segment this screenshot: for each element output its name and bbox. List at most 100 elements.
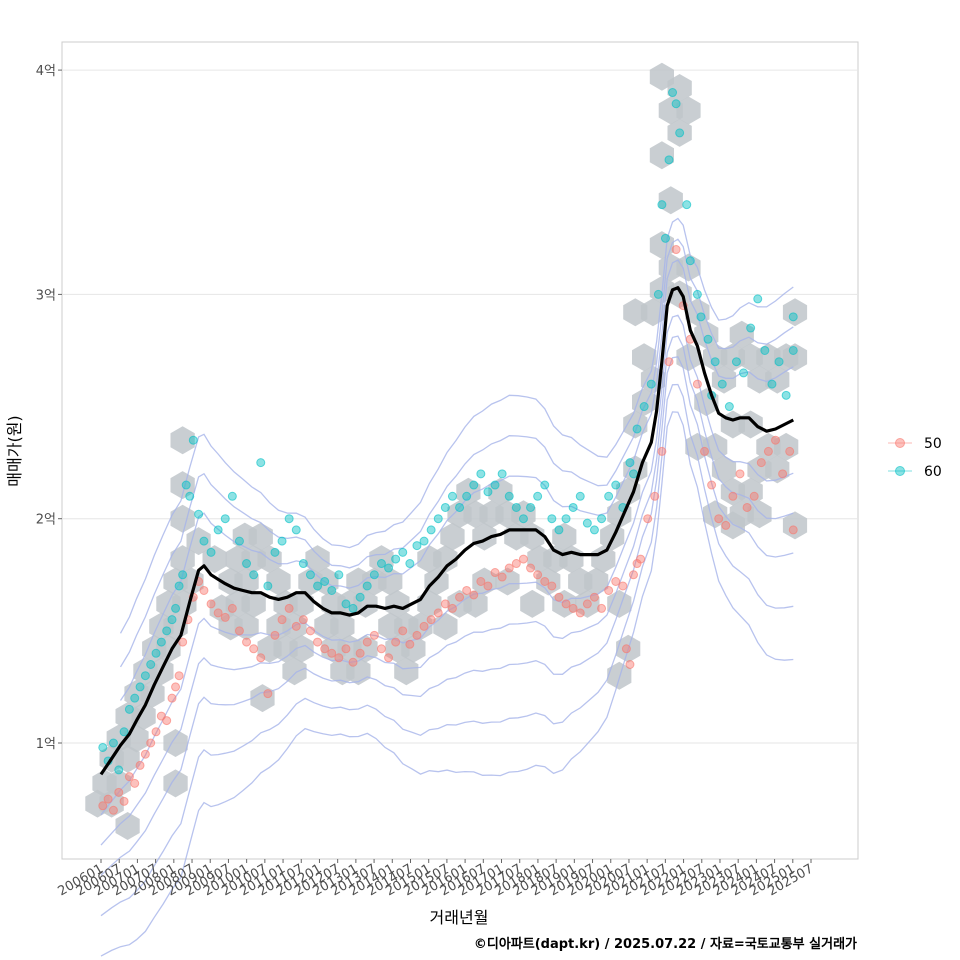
- y-tick-label: 2억: [36, 513, 56, 528]
- data-point: [476, 469, 486, 479]
- hex-bin: [703, 432, 728, 461]
- hex-bin: [511, 500, 536, 529]
- data-point: [151, 648, 161, 658]
- hex-bin: [711, 365, 737, 394]
- data-point: [412, 541, 422, 551]
- hex-bin: [106, 769, 131, 798]
- data-point: [103, 794, 113, 804]
- data-point: [188, 435, 198, 445]
- data-point: [788, 312, 798, 322]
- data-point: [724, 402, 734, 412]
- data-point: [362, 637, 372, 647]
- data-point: [589, 525, 599, 535]
- hex-bin: [115, 812, 140, 840]
- data-point: [643, 514, 653, 524]
- y-tick-label: 1억: [36, 737, 56, 752]
- density-contour-line: [119, 259, 794, 701]
- data-point: [714, 514, 724, 524]
- hex-bin: [607, 589, 632, 618]
- data-point: [220, 612, 230, 622]
- data-point: [660, 233, 670, 243]
- data-point: [685, 256, 695, 266]
- data-point: [778, 469, 788, 479]
- data-point: [284, 514, 294, 524]
- hex-bin: [584, 567, 609, 596]
- density-contour-line: [119, 217, 794, 634]
- data-point: [632, 424, 642, 434]
- data-point: [533, 570, 543, 580]
- data-point: [171, 603, 181, 613]
- hex-bin: [305, 545, 330, 574]
- data-point: [146, 659, 156, 669]
- data-point: [781, 390, 791, 400]
- data-point: [629, 469, 638, 479]
- hex-bin: [186, 527, 211, 556]
- data-point: [320, 577, 330, 587]
- data-point: [213, 525, 223, 535]
- data-point: [646, 379, 656, 389]
- density-contour-line: [100, 383, 794, 917]
- data-point: [130, 778, 140, 788]
- data-point: [497, 572, 507, 582]
- data-point: [625, 659, 635, 669]
- hex-bin: [495, 567, 520, 596]
- data-point: [320, 644, 330, 654]
- data-point: [419, 536, 429, 546]
- data-point: [763, 446, 773, 456]
- hex-bin: [234, 612, 259, 641]
- data-point: [256, 653, 266, 663]
- hex-bin: [266, 612, 291, 641]
- hex-bin: [417, 545, 442, 574]
- data-point: [234, 626, 244, 636]
- data-point: [490, 568, 500, 578]
- data-point: [597, 603, 607, 613]
- hex-bin: [623, 410, 648, 439]
- hex-bin: [163, 729, 188, 757]
- data-point: [497, 469, 507, 479]
- data-point: [362, 581, 372, 591]
- hex-bin: [202, 545, 227, 574]
- data-point: [98, 742, 108, 752]
- hex-bin: [115, 744, 140, 773]
- data-point: [735, 469, 745, 479]
- data-point: [178, 570, 188, 580]
- x-axis-title: 거래년월: [430, 908, 489, 927]
- hex-bin: [248, 522, 273, 551]
- data-point: [483, 487, 493, 497]
- data-point: [611, 577, 621, 587]
- trend-line: [99, 286, 795, 776]
- hex-bin: [765, 455, 790, 484]
- data-point: [291, 621, 301, 631]
- data-point: [114, 787, 124, 797]
- data-point: [124, 772, 134, 782]
- hex-bin: [170, 426, 195, 455]
- data-point: [533, 491, 543, 501]
- data-point: [540, 577, 550, 587]
- data-point: [710, 357, 720, 367]
- x-axis: 2006012006072007012007072008012008072009…: [56, 859, 816, 899]
- data-point: [162, 626, 172, 636]
- y-tick-label: 3억: [36, 288, 56, 303]
- data-point: [412, 630, 422, 640]
- data-point: [721, 520, 731, 530]
- data-point: [376, 559, 386, 569]
- data-point: [657, 200, 667, 210]
- density-contour-line: [100, 314, 794, 816]
- data-point: [242, 637, 252, 647]
- data-point: [298, 615, 308, 625]
- hex-bin: [575, 589, 600, 618]
- data-point: [234, 536, 244, 546]
- data-point: [433, 514, 443, 524]
- data-point: [604, 585, 614, 595]
- data-point: [334, 570, 344, 580]
- data-point: [774, 357, 784, 367]
- data-point: [746, 323, 756, 333]
- data-point: [604, 491, 614, 501]
- hex-bin: [163, 769, 188, 798]
- data-point: [490, 480, 500, 490]
- data-point: [639, 402, 649, 412]
- data-point: [668, 88, 678, 98]
- data-point: [625, 458, 635, 468]
- data-point: [156, 637, 166, 647]
- data-point: [742, 502, 752, 512]
